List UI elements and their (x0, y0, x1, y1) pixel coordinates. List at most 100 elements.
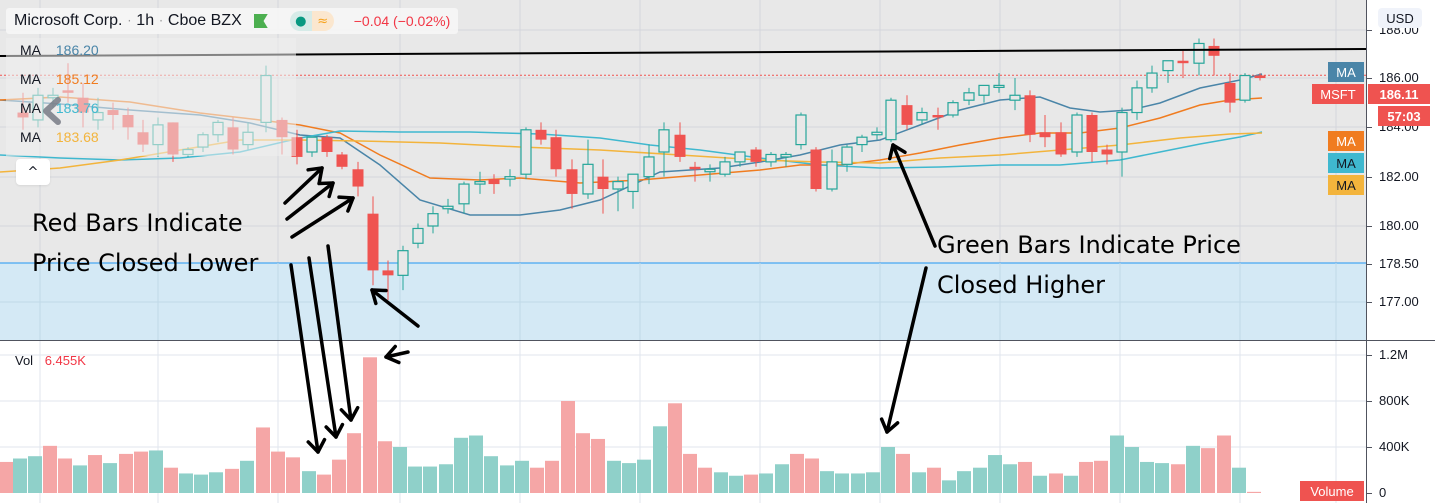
price-axis-label: 180.00 (1379, 218, 1419, 233)
ma-legend-row[interactable]: MA 186.20 (20, 42, 99, 58)
market-status-pill[interactable]: ● ≈ (289, 11, 334, 31)
annotation-text[interactable]: Red Bars Indicate (32, 209, 243, 237)
candle-up (885, 97, 897, 143)
candle-body (689, 166, 701, 170)
flag-icon[interactable] (253, 14, 268, 28)
volume-axis-label: 400K (1379, 439, 1410, 454)
ma-legend-row[interactable]: MA 183.68 (20, 129, 99, 145)
volume-bar (1018, 461, 1032, 493)
candle-up (1146, 65, 1158, 93)
candle-up (658, 122, 670, 177)
currency-button[interactable]: USD (1378, 8, 1422, 28)
volume-bar (302, 471, 316, 493)
candle-up (993, 73, 1005, 93)
price-label-tag[interactable]: MA (1328, 62, 1364, 82)
candle-body (871, 131, 883, 136)
volume-axis[interactable]: 1.2M 800K 400K 0 (1366, 341, 1435, 503)
candle-down (488, 174, 500, 194)
volume-tag[interactable]: Volume (1300, 481, 1364, 501)
volume-bar (28, 456, 42, 493)
volume-bar (119, 453, 133, 493)
volume-bar (530, 467, 544, 493)
candle-body (1116, 111, 1128, 153)
ma-legend-row[interactable]: MA 183.76 (20, 100, 99, 116)
price-label-tag[interactable]: MA (1328, 131, 1364, 151)
price-label-tag[interactable]: MA (1328, 153, 1364, 173)
volume-bar (835, 473, 849, 493)
price-axis[interactable]: 188.00 186.00 184.00 182.00 180.00 178.50 177.… (1366, 0, 1435, 340)
volume-bar (714, 472, 728, 493)
price-pane[interactable]: Microsoft Corp. · 1h · Cboe BZX ● ≈ −0.0… (0, 0, 1366, 368)
volume-bar (439, 464, 453, 493)
volume-axis-label: 0 (1379, 485, 1387, 500)
candle-up (856, 134, 868, 153)
volume-bar (1125, 447, 1139, 493)
candle-down (321, 134, 333, 157)
volume-bar (622, 463, 636, 493)
volume-bar (225, 468, 239, 493)
candle-up (612, 176, 624, 212)
volume-bar (851, 473, 865, 493)
candle-body (810, 149, 822, 190)
candle-down (1177, 50, 1189, 78)
volume-legend[interactable]: Vol 6.455K (15, 353, 86, 368)
ma-legend-row[interactable]: MA 185.12 (20, 71, 99, 87)
pane-separator[interactable] (0, 340, 1435, 341)
ma-value: 183.68 (55, 129, 99, 145)
candle-body (321, 137, 333, 153)
volume-bar (43, 445, 57, 493)
volume-bar (759, 473, 773, 493)
price-axis-label: 178.50 (1379, 256, 1419, 271)
axis-tick (1367, 447, 1372, 448)
volume-bar (957, 471, 971, 493)
annotation-text[interactable]: Price Closed Lower (32, 249, 259, 277)
candle-up (1131, 80, 1143, 120)
collapse-legend-button[interactable]: ^ (16, 159, 50, 185)
candle-down (1208, 38, 1220, 76)
candle-body (885, 99, 897, 141)
price-label-tag[interactable]: MA (1328, 175, 1364, 195)
volume-bar (271, 451, 285, 493)
annotation-text[interactable]: Green Bars Indicate Price (937, 231, 1241, 259)
ma-label: MA (20, 42, 41, 58)
volume-legend-value: 6.455K (44, 353, 86, 368)
volume-bar (561, 401, 575, 493)
volume-bar (13, 458, 27, 493)
candle-down (810, 147, 822, 192)
volume-bar (256, 427, 270, 493)
scroll-back-arrow-icon[interactable] (38, 96, 68, 126)
candle-body (1131, 87, 1143, 114)
candle-body (1055, 132, 1067, 155)
candle-body (1146, 72, 1158, 89)
candle-body (1162, 60, 1174, 72)
candle-body (1071, 114, 1083, 153)
candle-body (597, 176, 609, 190)
annotation-text[interactable]: Closed Higher (937, 271, 1106, 299)
price-chart-canvas[interactable] (0, 0, 1366, 340)
volume-bar (164, 467, 178, 493)
price-label-tag[interactable]: 57:03 (1378, 106, 1430, 126)
volume-chart-canvas[interactable] (0, 341, 1366, 503)
candle-up (582, 139, 594, 199)
candle-body (474, 181, 486, 185)
volume-bar (1171, 464, 1185, 493)
volume-pane[interactable]: Vol 6.455K (0, 341, 1366, 503)
candle-body (306, 136, 318, 153)
candle-body (719, 161, 731, 175)
candle-up (963, 87, 975, 106)
candle-up (427, 206, 439, 234)
ma-label: MA (20, 71, 41, 87)
candle-body (1024, 95, 1036, 135)
symbol-legend[interactable]: Microsoft Corp. · 1h · Cboe BZX ● ≈ −0.0… (6, 8, 459, 34)
volume-bar (820, 471, 834, 493)
candle-up (504, 169, 516, 187)
candle-body (1009, 94, 1021, 101)
candle-body (856, 136, 868, 146)
candle-body (1208, 45, 1220, 56)
candle-down (291, 129, 303, 165)
price-label-tag[interactable]: MSFT (1312, 84, 1364, 104)
candle-down (932, 107, 944, 130)
volume-bar (1064, 475, 1078, 493)
candle-down (566, 159, 578, 209)
price-label-tag[interactable]: 186.11 (1368, 84, 1430, 104)
